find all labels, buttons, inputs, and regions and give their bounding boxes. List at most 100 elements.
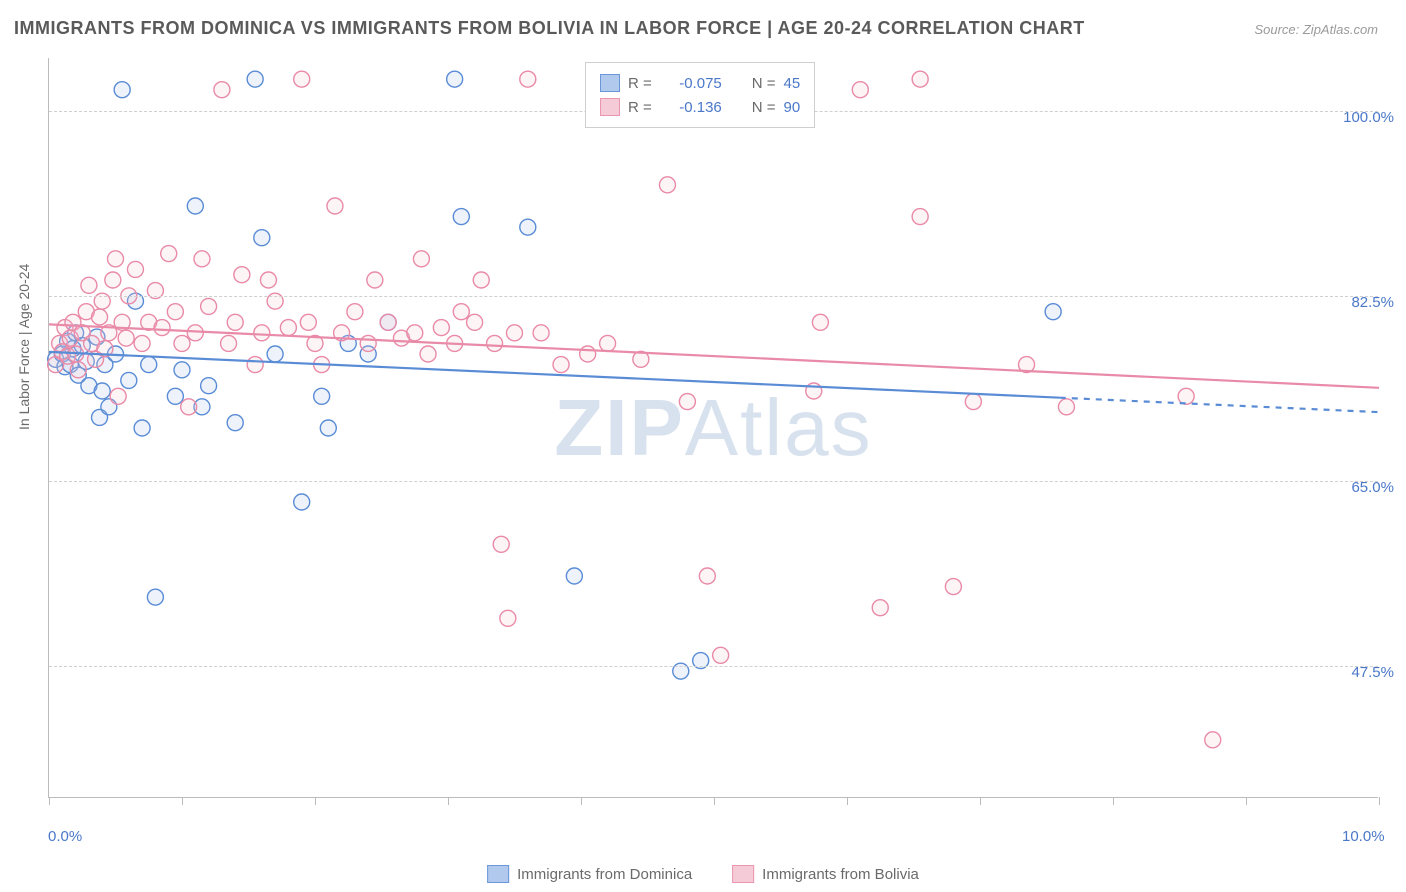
scatter-point [872,600,888,616]
y-tick-label: 82.5% [1351,294,1394,311]
scatter-point [380,314,396,330]
scatter-point [912,71,928,87]
x-tick [714,797,715,805]
scatter-point [347,304,363,320]
scatter-point [227,314,243,330]
series-legend: Immigrants from Dominica Immigrants from … [487,862,919,886]
x-tick [1246,797,1247,805]
scatter-point [201,378,217,394]
scatter-point [127,261,143,277]
scatter-point [194,251,210,267]
scatter-point [314,388,330,404]
scatter-point [118,330,134,346]
x-tick-label: 10.0% [1342,828,1385,845]
x-tick [1113,797,1114,805]
scatter-point [294,494,310,510]
gridline [49,296,1378,297]
stat-r-label: R = [628,75,652,92]
scatter-point [945,579,961,595]
scatter-point [453,209,469,225]
scatter-point [360,335,376,351]
scatter-point [181,399,197,415]
trend-line [49,352,1060,398]
scatter-point [473,272,489,288]
plot-area: ZIPAtlas [48,58,1378,798]
legend-swatch [600,74,620,92]
scatter-point [367,272,383,288]
scatter-point [267,346,283,362]
scatter-point [327,198,343,214]
scatter-point [121,372,137,388]
x-tick [847,797,848,805]
stat-r-value: -0.136 [660,99,722,116]
x-tick [980,797,981,805]
scatter-point [174,335,190,351]
scatter-point [467,314,483,330]
x-tick-label: 0.0% [48,828,82,845]
scatter-point [167,304,183,320]
scatter-point [154,320,170,336]
series-legend-label: Immigrants from Dominica [517,866,692,883]
scatter-point [520,219,536,235]
y-tick-label: 65.0% [1351,479,1394,496]
scatter-point [201,298,217,314]
x-tick [581,797,582,805]
series-legend-label: Immigrants from Bolivia [762,866,919,883]
scatter-point [94,383,110,399]
scatter-point [812,314,828,330]
gridline [49,666,1378,667]
scatter-point [453,304,469,320]
stats-legend-row: R = -0.136 N = 90 [600,95,800,119]
x-tick [1379,797,1380,805]
legend-swatch [732,865,754,883]
x-tick [315,797,316,805]
stat-r-value: -0.075 [660,75,722,92]
scatter-point [161,246,177,262]
stats-legend-row: R =-0.075N =45 [600,71,800,95]
stat-r-label: R = [628,99,652,116]
scatter-point [320,420,336,436]
scatter-point [221,335,237,351]
scatter-point [520,71,536,87]
y-axis-label: In Labor Force | Age 20-24 [16,264,32,430]
scatter-point [260,272,276,288]
plot-svg [49,58,1378,797]
scatter-point [247,71,263,87]
stat-n-label: N = [752,75,776,92]
scatter-point [280,320,296,336]
scatter-point [500,610,516,626]
scatter-point [852,82,868,98]
x-tick [182,797,183,805]
trend-line-extrapolated [1060,398,1379,412]
series-legend-item: Immigrants from Bolivia [732,862,919,886]
scatter-point [580,346,596,362]
scatter-point [1205,732,1221,748]
scatter-point [294,71,310,87]
chart-title: IMMIGRANTS FROM DOMINICA VS IMMIGRANTS F… [14,18,1085,39]
stat-n-label: N = [752,99,776,116]
scatter-point [214,82,230,98]
legend-swatch [600,98,620,116]
scatter-point [566,568,582,584]
scatter-point [187,198,203,214]
scatter-point [1045,304,1061,320]
scatter-point [420,346,436,362]
scatter-point [134,335,150,351]
scatter-point [407,325,423,341]
scatter-point [679,394,695,410]
scatter-point [507,325,523,341]
scatter-point [1058,399,1074,415]
legend-swatch [487,865,509,883]
stats-legend: R =-0.075N =45R =-0.136N =90 [585,62,815,128]
scatter-point [533,325,549,341]
source-attribution: Source: ZipAtlas.com [1254,22,1378,37]
scatter-point [70,362,86,378]
scatter-point [247,357,263,373]
scatter-point [433,320,449,336]
scatter-point [167,388,183,404]
stat-n-value: 90 [784,99,801,116]
scatter-point [110,388,126,404]
scatter-point [600,335,616,351]
scatter-point [487,335,503,351]
scatter-point [227,415,243,431]
